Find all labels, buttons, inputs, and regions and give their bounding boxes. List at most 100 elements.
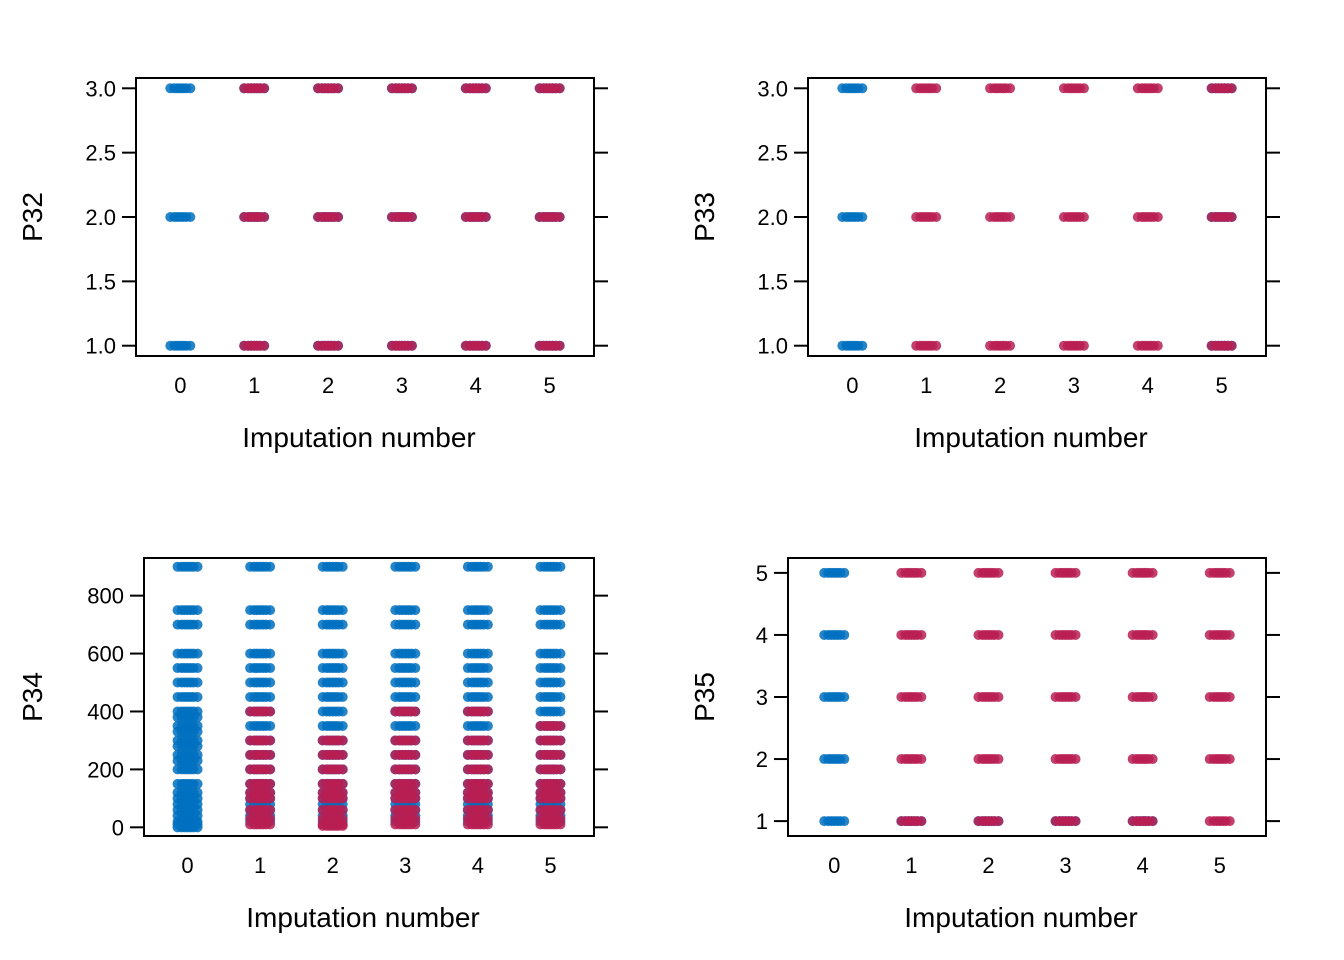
imputed-point [480, 340, 491, 351]
y-tick-label: 4 [756, 623, 768, 648]
imputed-point [337, 749, 348, 760]
observed-point [337, 663, 348, 674]
observed-point [265, 720, 276, 731]
observed-point [185, 212, 196, 222]
imputed-point [554, 340, 565, 351]
observed-point [265, 692, 276, 702]
imputed-point [1005, 212, 1016, 222]
x-tick-label: 0 [828, 853, 840, 878]
plot-panel-4: 1 2 3 4 5 0 1 2 3 4 5 Imputation number P35 [689, 557, 1280, 933]
observed-point [410, 663, 421, 674]
x-tick-label: 3 [396, 373, 408, 398]
x-axis-title: Imputation number [242, 422, 475, 453]
observed-point [555, 619, 566, 630]
observed-point [192, 726, 203, 737]
imputed-point [1070, 629, 1081, 640]
imputed-point [480, 212, 491, 222]
imputed-point [931, 212, 942, 222]
imputed-point [337, 764, 348, 775]
imputed-point [931, 340, 942, 351]
y-tick-label: 2.0 [85, 205, 116, 230]
observed-point [482, 663, 493, 674]
observed-point [265, 677, 276, 688]
imputed-point [410, 819, 421, 830]
observed-point [185, 340, 196, 351]
imputed-point [410, 793, 421, 804]
imputed-point [555, 819, 566, 830]
plot-frame [787, 557, 1267, 837]
imputed-point [1147, 629, 1158, 640]
imputed-point [555, 793, 566, 804]
imputed-point [1147, 692, 1158, 702]
imputed-point [555, 764, 566, 775]
y-tick-label: 1.5 [757, 269, 788, 294]
imputed-point [1070, 816, 1081, 827]
imputed-point [1226, 212, 1237, 222]
imputed-point [265, 764, 276, 775]
imputed-point [916, 816, 927, 827]
imputed-point [555, 720, 566, 731]
imputed-point [554, 83, 565, 94]
x-tick-label: 4 [1137, 853, 1149, 878]
observed-point [192, 619, 203, 630]
imputed-point [480, 83, 491, 94]
y-axis-title: P35 [689, 672, 720, 722]
imputed-point [406, 340, 417, 351]
observed-point [555, 648, 566, 659]
observed-point [555, 561, 566, 572]
imputed-point [265, 793, 276, 804]
imputed-point [1226, 340, 1237, 351]
observed-point [192, 677, 203, 688]
x-tick-label: 4 [470, 373, 482, 398]
y-tick-label: 800 [87, 584, 124, 609]
y-tick-label: 1.0 [757, 334, 788, 359]
y-tick-label: 2.5 [757, 141, 788, 166]
observed-point [839, 567, 850, 578]
observed-point [192, 561, 203, 572]
imputed-point [993, 692, 1004, 702]
x-tick-label: 5 [1214, 853, 1226, 878]
x-tick-label: 5 [544, 373, 556, 398]
x-tick-label: 1 [248, 373, 260, 398]
observed-point [555, 706, 566, 717]
imputed-point [482, 778, 493, 789]
imputed-point [916, 692, 927, 702]
imputed-point [1147, 754, 1158, 765]
imputed-point [555, 735, 566, 746]
x-tick-label: 2 [994, 373, 1006, 398]
y-tick-label: 5 [756, 561, 768, 586]
observed-point [337, 561, 348, 572]
observed-point [555, 692, 566, 702]
imputed-point [1078, 340, 1089, 351]
x-tick-label: 2 [322, 373, 334, 398]
imputed-point [482, 764, 493, 775]
plot-panel-3: 0 200 400 600 800 0 1 2 3 4 5 Imputation number P34 [17, 557, 608, 933]
observed-point [192, 822, 203, 833]
imputed-point [482, 819, 493, 830]
y-tick-label: 3.0 [757, 76, 788, 101]
x-tick-label: 2 [327, 853, 339, 878]
x-tick-label: 4 [1142, 373, 1154, 398]
imputed-point [337, 778, 348, 789]
observed-point [337, 677, 348, 688]
observed-point [857, 212, 868, 222]
observed-point [192, 778, 203, 789]
observed-point [192, 712, 203, 723]
observed-point [265, 561, 276, 572]
imputed-point [1226, 83, 1237, 94]
y-tick-label: 1.0 [85, 334, 116, 359]
observed-point [192, 648, 203, 659]
imputed-point [916, 567, 927, 578]
observed-point [410, 692, 421, 702]
y-axis-title: P33 [689, 192, 720, 242]
imputed-point [259, 212, 270, 222]
y-axis-title: P32 [17, 192, 48, 242]
imputed-point [1224, 754, 1235, 765]
imputed-point [931, 83, 942, 94]
imputed-point [337, 793, 348, 804]
y-tick-label: 600 [87, 642, 124, 667]
observed-point [192, 755, 203, 766]
x-tick-label: 0 [181, 853, 193, 878]
imputed-point [555, 749, 566, 760]
x-tick-label: 2 [982, 853, 994, 878]
